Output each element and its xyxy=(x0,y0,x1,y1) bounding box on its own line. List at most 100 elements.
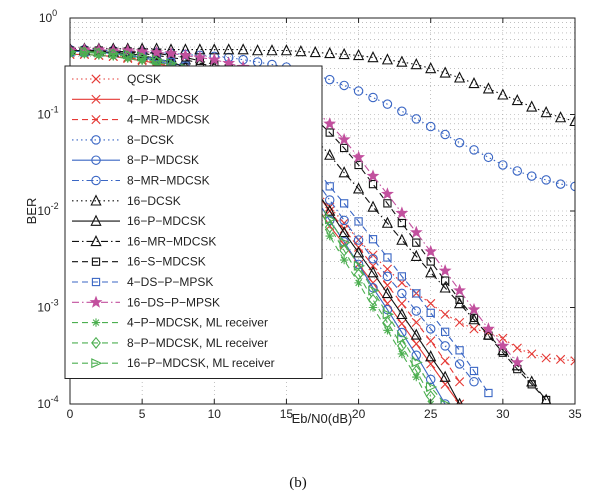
data-point xyxy=(412,238,421,247)
series-line xyxy=(70,49,575,187)
legend-label: 16−DS−P−MPSK xyxy=(127,295,220,309)
data-point xyxy=(511,93,523,106)
legend-marker xyxy=(91,336,101,349)
data-point xyxy=(411,339,421,349)
data-point xyxy=(397,319,407,329)
x-tick-label: 30 xyxy=(496,407,510,421)
legend-label: 4−DS−P−MPSK xyxy=(127,275,213,289)
data-point xyxy=(367,200,379,212)
legend-marker xyxy=(91,358,103,369)
x-tick-label: 10 xyxy=(208,407,222,421)
data-point xyxy=(339,237,351,248)
data-point xyxy=(337,132,351,146)
data-point xyxy=(353,268,364,281)
legend-label: 16−P−MDCSK xyxy=(127,214,206,228)
data-point xyxy=(151,54,164,65)
data-point xyxy=(193,50,207,63)
data-point xyxy=(397,333,409,344)
data-point xyxy=(397,218,407,228)
data-point xyxy=(324,221,335,234)
legend: QCSK 4−P−MDCSK 4−MR−MDCSK 8−DCSK 8−P−MDCSK 8−… xyxy=(64,65,323,379)
data-point xyxy=(396,55,408,67)
data-point xyxy=(468,76,480,89)
data-point xyxy=(352,48,365,61)
y-tick-label: 10-4 xyxy=(37,394,58,411)
data-point xyxy=(137,56,147,66)
data-point xyxy=(467,302,481,316)
data-point xyxy=(368,235,378,244)
data-point xyxy=(79,46,91,57)
data-point xyxy=(396,233,408,245)
data-point xyxy=(411,114,422,124)
data-point xyxy=(454,377,465,387)
data-point xyxy=(410,58,422,70)
data-point xyxy=(152,60,161,69)
data-point xyxy=(352,246,365,258)
data-point xyxy=(512,343,522,353)
data-point xyxy=(454,359,465,369)
data-point xyxy=(368,254,378,264)
data-point xyxy=(412,289,421,298)
data-point xyxy=(482,82,495,94)
data-point xyxy=(411,364,422,378)
legend-marker xyxy=(91,135,101,145)
data-point xyxy=(540,106,552,118)
data-point xyxy=(397,288,407,299)
series-line xyxy=(70,51,432,397)
data-point xyxy=(440,309,450,319)
data-point xyxy=(366,169,380,182)
data-point xyxy=(438,264,452,277)
data-point xyxy=(426,336,436,346)
data-point xyxy=(338,225,350,238)
data-point xyxy=(325,231,334,241)
data-point xyxy=(453,283,466,296)
data-point xyxy=(410,328,422,340)
data-point xyxy=(339,255,349,265)
data-point xyxy=(354,217,363,226)
data-point xyxy=(367,266,379,278)
data-point xyxy=(367,51,379,63)
legend-label: 4−P−MDCSK, ML receiver xyxy=(127,316,268,330)
data-point xyxy=(498,348,508,357)
y-tick-label: 10-3 xyxy=(37,298,58,315)
data-point xyxy=(324,74,335,85)
data-point xyxy=(484,388,493,398)
x-tick-label: 35 xyxy=(568,407,582,421)
data-point xyxy=(324,204,336,216)
y-tick-label: 10-1 xyxy=(37,105,58,122)
data-point xyxy=(325,182,334,191)
data-point xyxy=(150,45,163,58)
data-point xyxy=(324,214,337,225)
data-point xyxy=(353,86,364,96)
data-point xyxy=(425,374,436,385)
data-point xyxy=(354,160,363,170)
data-point xyxy=(266,44,278,56)
data-point xyxy=(382,99,393,109)
data-point xyxy=(382,316,393,329)
data-point xyxy=(425,121,436,132)
data-point xyxy=(411,306,422,316)
data-point xyxy=(554,111,567,123)
data-point xyxy=(425,62,437,74)
data-point xyxy=(527,349,537,359)
x-tick-label: 15 xyxy=(280,407,294,421)
data-point xyxy=(368,293,378,306)
data-point xyxy=(108,48,120,59)
data-point xyxy=(496,339,510,352)
data-point xyxy=(469,324,479,334)
data-point xyxy=(410,249,422,261)
data-point xyxy=(338,166,350,178)
legend-marker xyxy=(90,234,102,247)
legend-label: 16−DCSK xyxy=(127,194,181,208)
data-point xyxy=(251,44,264,56)
legend-label: 4−P−MDCSK xyxy=(127,92,199,106)
data-point xyxy=(339,143,349,153)
data-point xyxy=(425,266,437,278)
legend-box xyxy=(64,65,323,379)
legend-label: 8−P−MDCSK xyxy=(127,153,199,167)
legend-label: 16−MR−MDCSK xyxy=(127,234,216,248)
legend-label: 8−MR−MDCSK xyxy=(127,174,210,188)
data-point xyxy=(382,280,393,290)
data-point xyxy=(455,346,464,355)
data-point xyxy=(440,276,450,285)
